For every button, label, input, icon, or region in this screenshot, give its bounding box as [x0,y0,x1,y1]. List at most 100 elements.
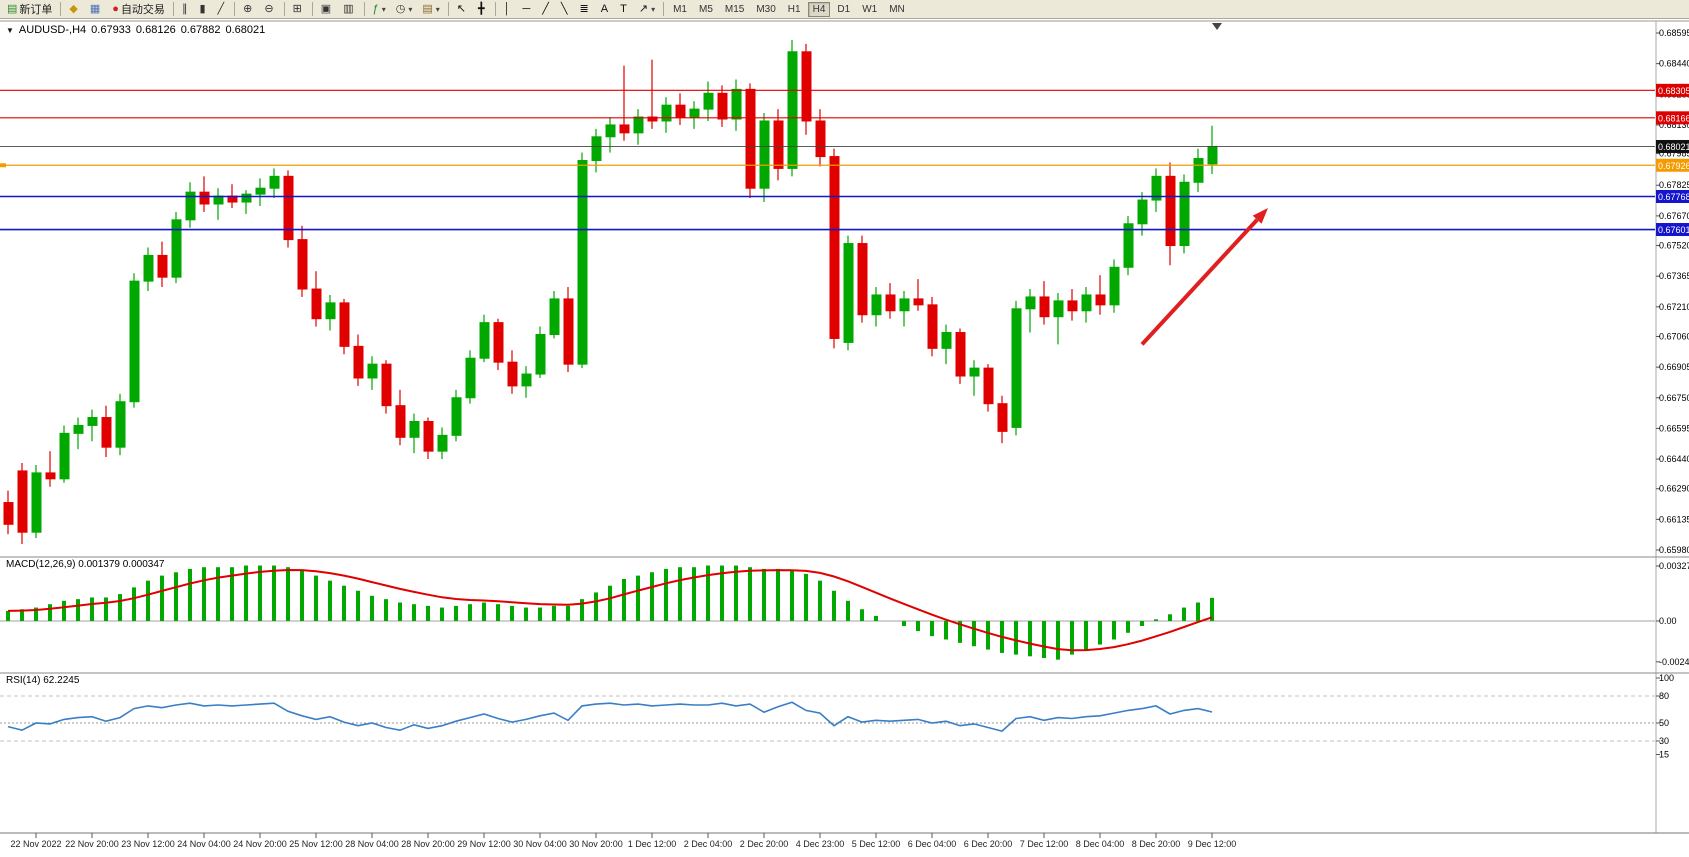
chart-menu-icon[interactable]: ▼ [6,26,14,35]
bar-chart-button[interactable]: ∥ [178,0,194,18]
candle-body [241,193,252,203]
timeframe-h1-button[interactable]: H1 [787,3,801,15]
timeframe-w1-button[interactable]: W1 [862,3,878,15]
market-watch-icon-button[interactable]: ◆ [65,0,83,18]
candlestick-chart-button[interactable]: ▮ [195,0,211,18]
horizontal-lines [0,89,1655,231]
candle-body [689,108,700,118]
candle [297,225,308,297]
candle [871,287,882,327]
candle-body [857,243,868,316]
candle [731,79,742,131]
toolbar-separator [172,2,174,16]
time-axis[interactable]: 22 Nov 2022 22 Nov 20:00 23 Nov 12:00 24 No… [10,833,1236,849]
cursor-button[interactable]: ↖ [453,0,472,18]
candle-body [521,373,532,387]
candle-body [59,432,70,480]
candle [339,298,350,355]
trend-arrow[interactable] [1140,207,1268,346]
zoom-out-button[interactable]: ⊖ [260,0,279,18]
timeframe-m30-button[interactable]: M30 [756,3,776,15]
line-chart-button[interactable]: ╱ [214,0,231,18]
candle-body [647,116,658,122]
indicators-button[interactable]: ƒ ▾ [369,0,390,18]
price-axis-label: 0.67985 [1659,149,1689,159]
candle [1207,125,1218,174]
auto-arrange-button[interactable]: ▣ [317,0,337,18]
tile-windows-button[interactable]: ⊞ [289,0,308,18]
candle [493,318,504,371]
rsi-header: RSI(14) 62.2245 [6,675,80,686]
data-window-icon-button[interactable]: ▦ [86,0,106,18]
candle-body [423,420,434,452]
chart-shift-button[interactable]: ▥ [339,0,359,18]
candle-body [1165,175,1176,247]
time-axis-label: 22 Nov 2022 [10,839,61,849]
price-tag-label: 0.67768 [1658,192,1689,202]
candle-body [661,104,672,122]
candle-body [409,420,420,438]
candle [1179,174,1190,254]
candle [381,360,392,414]
crosshair-button[interactable]: ╋ [474,0,491,18]
label-button[interactable]: T [616,0,633,18]
templates-button[interactable]: ▤ ▾ [418,0,443,18]
new-order-icon: ▤ [7,3,18,15]
timeframe-m5-button[interactable]: M5 [698,3,713,15]
timeframe-m1-button[interactable]: M1 [673,3,687,15]
chart-shift-marker-icon[interactable] [1212,23,1222,30]
candle-body [17,470,28,533]
candle-body [899,298,910,312]
toolbar-separator [311,2,313,16]
candle [395,389,406,446]
candle-body [45,472,56,480]
candle-body [773,120,784,169]
candle-body [969,367,980,377]
timeframe-mn-button[interactable]: MN [889,3,905,15]
timeframe-m15-button[interactable]: M15 [724,3,745,15]
timeframe-h4-button[interactable]: H4 [807,1,831,17]
time-axis-label: 24 Nov 20:00 [233,839,287,849]
channel-button[interactable]: ╲ [557,0,574,18]
candle [45,451,56,487]
candle [703,81,714,121]
arrows-button[interactable]: ↗ ▾ [635,0,659,18]
timeframe-d1-button[interactable]: D1 [837,3,851,15]
horizontal-line-button[interactable]: ─ [519,0,537,18]
ohlc-open: 0.67933 [91,24,131,36]
price-axis-label: 0.68440 [1659,59,1689,69]
vertical-line-button[interactable]: │ [500,0,517,18]
price-axis-label: 0.66905 [1659,362,1689,372]
new-order-button[interactable]: ▤ 新订单 [3,0,56,18]
fibonacci-button[interactable]: ≣ [576,0,595,18]
price-tag-label: 0.68305 [1658,86,1689,96]
toolbar: ▤ 新订单 ◆ ▦ ● 自动交易 ∥ ▮ ╱ ⊕ ⊖ ⊞ ▣ ▥ ƒ ▾ ◷ ▾ ▤ ▾ ↖ ╋ │ ─ ╱ ╲ ≣ A T ↗ ▾ M1 M5… [0,0,1689,19]
trendline-button[interactable]: ╱ [538,0,555,18]
horizontal-line-icon: ─ [522,3,531,15]
candle [101,405,112,458]
candle-body [493,322,504,363]
auto-trading-button[interactable]: ● 自动交易 [108,0,169,18]
candle-body [255,187,266,195]
price-axis[interactable]: 0.685950.684400.682850.681300.679850.678… [1656,28,1689,555]
toolbar-separator [283,2,285,16]
text-button[interactable]: A [597,0,614,18]
candle [1193,148,1204,193]
macd-panel: 0.003272 0.00 -0.002427 [0,561,1689,667]
candle [283,170,294,248]
rsi-axis-label: 100 [1659,673,1674,683]
candle [913,279,924,311]
candle [1011,300,1022,436]
candle [1137,192,1148,236]
periods-button[interactable]: ◷ ▾ [392,0,417,18]
candle-body [731,88,742,120]
candle-body [269,175,280,189]
zoom-in-button[interactable]: ⊕ [239,0,258,18]
candle-body [143,254,154,282]
trend-arrow-line[interactable] [1140,218,1259,346]
fibonacci-icon: ≣ [579,3,589,15]
candle-body [339,302,350,347]
bar-chart-icon: ∥ [181,3,188,15]
candle-body [367,363,378,379]
